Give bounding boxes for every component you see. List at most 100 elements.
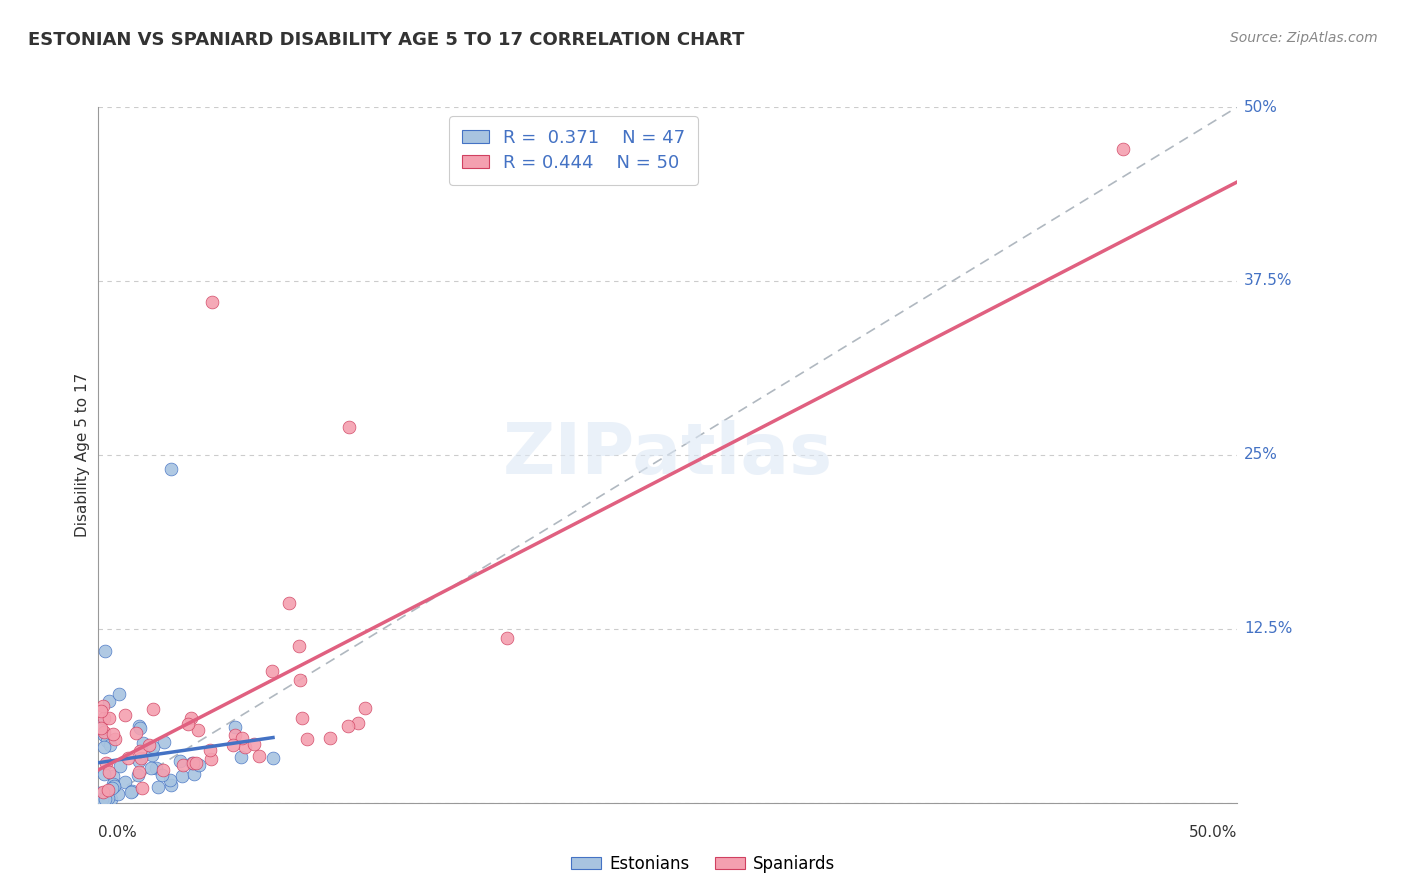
Point — [200, 751, 222, 765]
Text: ZIPatlas: ZIPatlas — [503, 420, 832, 490]
Point — [104, 731, 127, 746]
Point — [353, 700, 375, 714]
Point — [172, 769, 194, 783]
Point — [93, 724, 115, 739]
Point — [198, 743, 221, 757]
Point — [93, 728, 115, 742]
Point — [94, 644, 117, 658]
Point — [177, 717, 200, 731]
Point — [142, 702, 165, 716]
Point — [277, 597, 299, 611]
Point — [172, 757, 194, 772]
Text: 25%: 25% — [1244, 448, 1278, 462]
Text: 12.5%: 12.5% — [1244, 622, 1292, 636]
Point — [129, 744, 152, 758]
Point — [125, 726, 148, 740]
Point — [184, 756, 207, 770]
Point — [222, 739, 245, 753]
Point — [128, 718, 150, 732]
Point — [98, 738, 121, 752]
Point — [187, 758, 209, 772]
Point — [160, 462, 183, 476]
Legend: Estonians, Spaniards: Estonians, Spaniards — [564, 848, 842, 880]
Point — [93, 740, 115, 755]
Point — [201, 294, 224, 309]
Point — [496, 632, 519, 646]
Point — [93, 785, 115, 799]
Point — [224, 720, 246, 734]
Y-axis label: Disability Age 5 to 17: Disability Age 5 to 17 — [75, 373, 90, 537]
Legend: R =  0.371    N = 47, R = 0.444    N = 50: R = 0.371 N = 47, R = 0.444 N = 50 — [449, 116, 697, 185]
Point — [131, 780, 153, 795]
Point — [132, 736, 155, 750]
Point — [183, 767, 205, 781]
Point — [97, 791, 120, 805]
Point — [121, 784, 143, 798]
Point — [98, 711, 121, 725]
Point — [347, 716, 370, 731]
Text: 0.0%: 0.0% — [98, 825, 138, 840]
Point — [94, 791, 117, 805]
Point — [142, 739, 165, 754]
Text: Source: ZipAtlas.com: Source: ZipAtlas.com — [1230, 31, 1378, 45]
Point — [337, 719, 360, 733]
Point — [128, 755, 150, 769]
Point — [89, 786, 111, 800]
Point — [101, 769, 124, 783]
Point — [114, 708, 136, 723]
Point — [129, 751, 152, 765]
Point — [247, 749, 270, 764]
Point — [98, 694, 121, 708]
Point — [127, 768, 149, 782]
Point — [120, 785, 142, 799]
Point — [91, 699, 114, 714]
Point — [145, 761, 167, 775]
Point — [187, 723, 209, 737]
Point — [96, 734, 118, 748]
Point — [103, 779, 125, 793]
Point — [138, 738, 160, 752]
Point — [103, 776, 125, 790]
Point — [169, 754, 191, 768]
Point — [288, 673, 311, 688]
Point — [160, 778, 183, 792]
Point — [180, 756, 202, 771]
Text: 50%: 50% — [1244, 100, 1278, 114]
Point — [152, 763, 174, 777]
Point — [153, 735, 176, 749]
Point — [90, 704, 112, 718]
Point — [291, 711, 314, 725]
Point — [337, 420, 360, 434]
Point — [107, 787, 129, 801]
Point — [262, 751, 284, 765]
Point — [91, 792, 114, 806]
Point — [233, 740, 256, 755]
Point — [231, 731, 253, 745]
Point — [288, 639, 311, 653]
Point — [98, 764, 121, 779]
Point — [114, 775, 136, 789]
Point — [87, 717, 110, 731]
Point — [107, 688, 129, 702]
Point — [159, 773, 181, 788]
Point — [90, 722, 112, 736]
Point — [318, 731, 340, 746]
Point — [101, 780, 124, 795]
Point — [139, 761, 162, 775]
Point — [229, 749, 252, 764]
Point — [150, 767, 173, 781]
Point — [100, 792, 122, 806]
Point — [110, 758, 132, 772]
Point — [103, 727, 125, 741]
Point — [181, 756, 204, 770]
Point — [141, 748, 163, 763]
Text: ESTONIAN VS SPANIARD DISABILITY AGE 5 TO 17 CORRELATION CHART: ESTONIAN VS SPANIARD DISABILITY AGE 5 TO… — [28, 31, 745, 49]
Point — [89, 795, 111, 809]
Point — [93, 766, 115, 780]
Text: 50.0%: 50.0% — [1189, 825, 1237, 840]
Point — [117, 751, 139, 765]
Point — [129, 721, 152, 735]
Point — [260, 664, 283, 678]
Point — [224, 728, 246, 742]
Text: 37.5%: 37.5% — [1244, 274, 1292, 288]
